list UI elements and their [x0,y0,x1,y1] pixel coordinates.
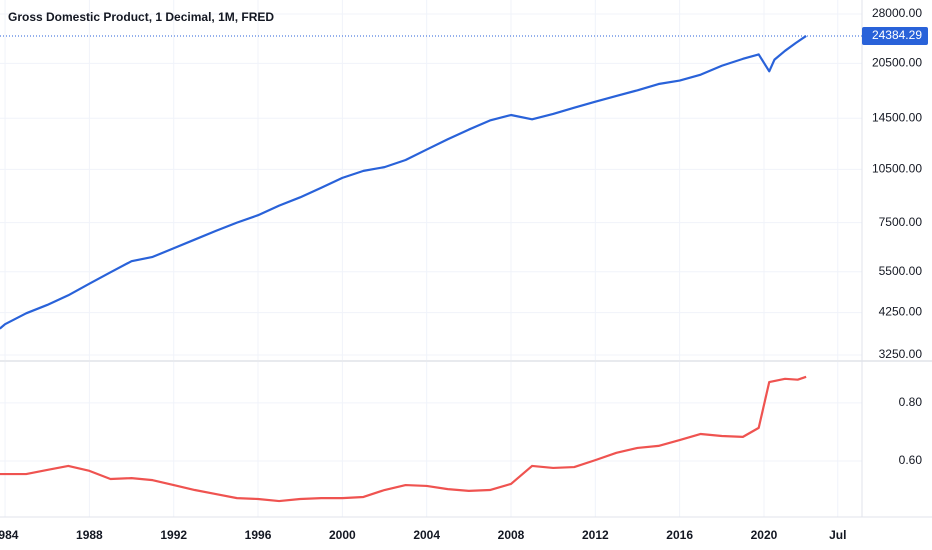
data-line [0,35,807,330]
y-tick-label: 3250.00 [879,347,923,361]
x-tick-label: 2000 [329,528,356,542]
y-tick-label: 0.60 [899,453,923,467]
y-tick-label: 5500.00 [879,264,923,278]
y-tick-label: 10500.00 [872,162,922,176]
x-tick-label: 2020 [751,528,778,542]
x-tick-label: 1996 [245,528,272,542]
x-tick-label: 1992 [160,528,187,542]
last-value-label: 24384.29 [872,28,922,42]
y-tick-label: 4250.00 [879,305,923,319]
data-line [0,375,807,503]
y-tick-label: 28000.00 [872,6,922,20]
y-tick-label: 7500.00 [879,215,923,229]
x-tick-label: Jul [829,528,846,542]
x-tick-label: 1984 [0,528,19,542]
x-tick-label: 1988 [76,528,103,542]
x-tick-label: 2012 [582,528,609,542]
x-tick-label: 2008 [498,528,525,542]
chart-title: Gross Domestic Product, 1 Decimal, 1M, F… [8,10,274,24]
y-tick-label: 14500.00 [872,110,922,124]
x-tick-label: 2004 [413,528,440,542]
y-tick-label: 0.80 [899,395,923,409]
last-value-tag [862,26,928,45]
x-tick-label: 2016 [666,528,693,542]
marks-layer [0,35,807,503]
y-tick-label: 20500.00 [872,56,922,70]
grid-layer [0,0,862,517]
